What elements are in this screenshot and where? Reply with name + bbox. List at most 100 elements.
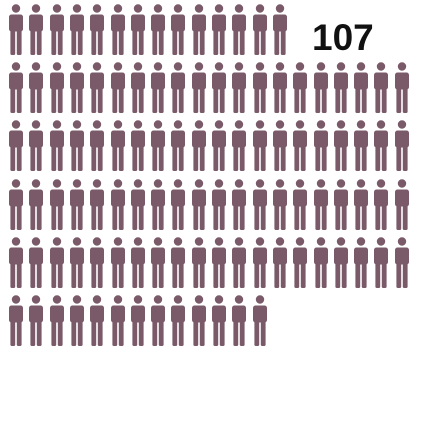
person-icon xyxy=(150,4,166,56)
person-icon xyxy=(69,62,85,114)
person-icon xyxy=(231,62,247,114)
person-icon xyxy=(292,120,308,172)
person-icon xyxy=(353,120,369,172)
person-icon xyxy=(211,295,227,347)
person-icon xyxy=(170,178,186,231)
person-icon xyxy=(8,120,24,172)
person-icon xyxy=(130,295,146,347)
person-icon xyxy=(353,237,369,289)
person-icon xyxy=(333,120,349,172)
person-icon xyxy=(272,237,288,289)
person-icon xyxy=(394,178,410,231)
person-icon xyxy=(49,4,65,56)
person-icon xyxy=(69,4,85,56)
person-icon xyxy=(292,237,308,289)
person-icon xyxy=(211,4,227,56)
person-icon xyxy=(170,62,186,114)
person-icon xyxy=(272,62,288,114)
person-icon xyxy=(69,295,85,347)
person-icon xyxy=(333,62,349,114)
person-icon xyxy=(150,62,166,114)
person-icon xyxy=(313,237,329,289)
person-icon xyxy=(130,4,146,56)
person-icon xyxy=(394,62,410,114)
person-icon xyxy=(69,178,85,231)
person-icon xyxy=(110,4,126,56)
person-icon xyxy=(130,237,146,289)
person-icon xyxy=(69,120,85,172)
person-icon xyxy=(170,4,186,56)
person-icon xyxy=(292,62,308,114)
person-icon xyxy=(170,237,186,289)
person-icon xyxy=(231,120,247,172)
person-icon xyxy=(69,237,85,289)
person-icon xyxy=(150,237,166,289)
person-icon xyxy=(89,237,105,289)
person-icon xyxy=(130,62,146,114)
person-icon xyxy=(49,237,65,289)
person-icon xyxy=(89,4,105,56)
person-icon xyxy=(49,178,65,231)
person-icon xyxy=(252,120,268,172)
person-icon xyxy=(373,237,389,289)
person-icon xyxy=(130,178,146,231)
person-icon xyxy=(110,237,126,289)
person-icon xyxy=(231,178,247,231)
person-icon xyxy=(252,4,268,56)
person-icon xyxy=(191,62,207,114)
person-icon xyxy=(49,295,65,347)
person-icon xyxy=(8,295,24,347)
person-icon xyxy=(28,237,44,289)
person-icon xyxy=(353,178,369,231)
person-icon xyxy=(373,62,389,114)
person-icon xyxy=(110,295,126,347)
person-icon xyxy=(313,178,329,231)
person-icon xyxy=(373,120,389,172)
person-icon xyxy=(292,178,308,231)
person-icon xyxy=(191,4,207,56)
person-icon xyxy=(191,178,207,231)
person-icon xyxy=(170,295,186,347)
person-icon xyxy=(110,178,126,231)
person-icon xyxy=(170,120,186,172)
person-icon xyxy=(252,237,268,289)
person-icon xyxy=(211,62,227,114)
person-icon xyxy=(150,178,166,231)
person-icon xyxy=(8,237,24,289)
person-icon xyxy=(28,62,44,114)
person-icon xyxy=(28,295,44,347)
person-icon xyxy=(353,62,369,114)
person-icon xyxy=(313,120,329,172)
person-icon xyxy=(150,120,166,172)
person-icon xyxy=(130,120,146,172)
person-icon xyxy=(231,237,247,289)
person-icon xyxy=(272,120,288,172)
person-icon xyxy=(8,4,24,56)
person-icon xyxy=(313,62,329,114)
person-icon xyxy=(110,120,126,172)
count-label: 107 xyxy=(312,17,374,58)
person-icon xyxy=(211,237,227,289)
person-icon xyxy=(89,178,105,231)
person-icon xyxy=(28,4,44,56)
person-icon xyxy=(252,62,268,114)
person-icon xyxy=(150,295,166,347)
person-icon xyxy=(8,62,24,114)
person-icon xyxy=(191,120,207,172)
person-icon xyxy=(394,120,410,172)
person-icon xyxy=(231,295,247,347)
person-icon xyxy=(272,4,288,56)
person-icon xyxy=(110,62,126,114)
person-icon xyxy=(394,237,410,289)
person-icon xyxy=(211,120,227,172)
person-icon xyxy=(89,62,105,114)
person-icon xyxy=(211,178,227,231)
person-icon xyxy=(333,237,349,289)
person-icon xyxy=(89,120,105,172)
person-icon xyxy=(28,178,44,231)
person-icon xyxy=(49,62,65,114)
person-icon xyxy=(8,178,24,231)
person-icon xyxy=(231,4,247,56)
person-icon xyxy=(252,178,268,231)
